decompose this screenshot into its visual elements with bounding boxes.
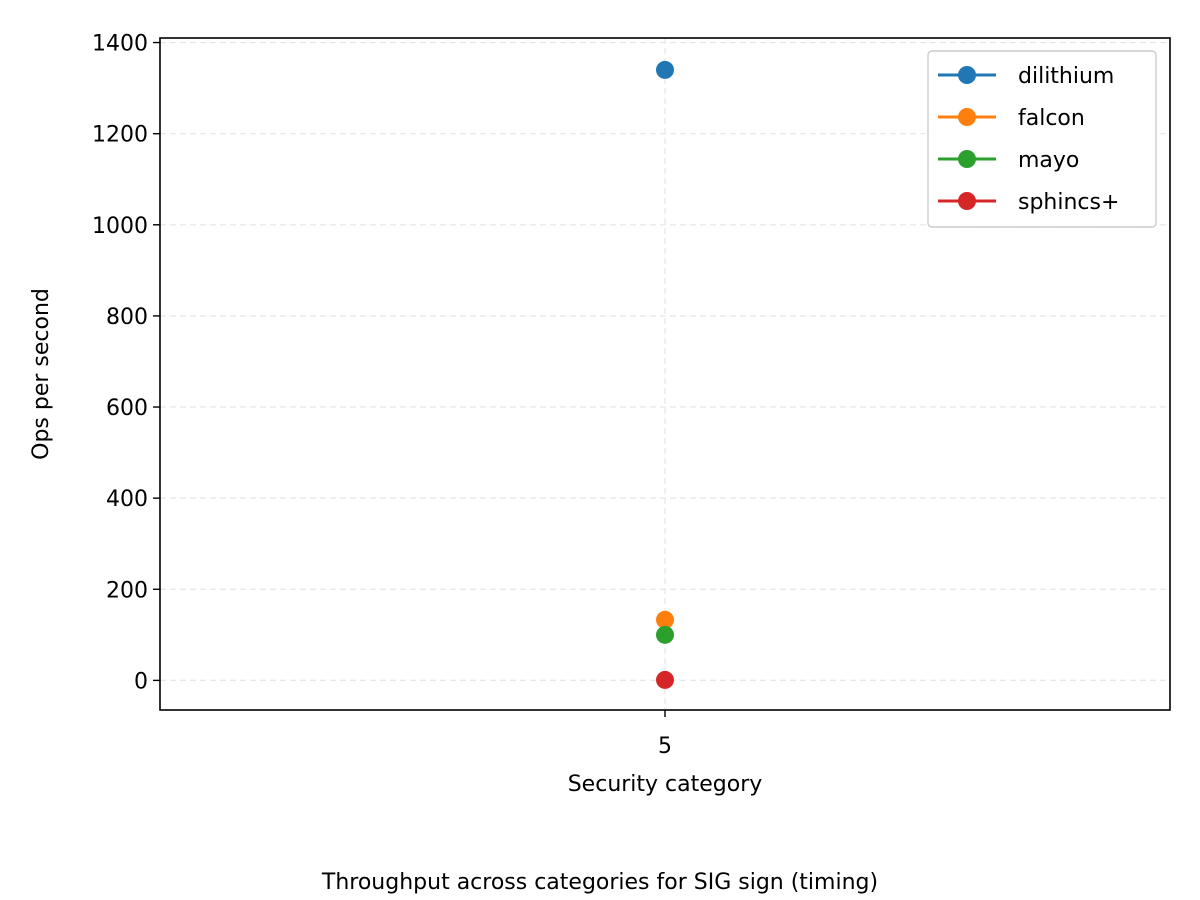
- legend-label-dilithium: dilithium: [1018, 64, 1114, 89]
- y-tick-label: 0: [134, 669, 148, 694]
- y-tick-label: 600: [106, 396, 148, 421]
- data-point-mayo: [656, 625, 674, 644]
- y-tick-label: 800: [106, 305, 148, 330]
- y-tick-label: 1200: [92, 123, 148, 148]
- data-point-falcon: [656, 610, 674, 629]
- legend: dilithium falcon mayo sphincs+: [927, 50, 1157, 228]
- axis-ticks: 0 200 400 600 800 1000 1200 1400 5: [92, 32, 672, 759]
- y-tick-label: 1000: [92, 214, 148, 239]
- data-points: [656, 60, 674, 689]
- data-point-sphincs-: [656, 670, 674, 689]
- legend-label-sphincs-: sphincs+: [1018, 190, 1119, 215]
- legend-label-mayo: mayo: [1018, 148, 1079, 173]
- legend-frame: [927, 50, 1157, 228]
- x-axis-label: Security category: [568, 772, 763, 797]
- legend-marker-dilithium: [958, 66, 976, 84]
- y-tick-label: 200: [106, 578, 148, 603]
- x-tick-label: 5: [658, 734, 672, 759]
- y-tick-label: 400: [106, 487, 148, 512]
- chart-caption: Throughput across categories for SIG sig…: [321, 870, 878, 895]
- data-point-dilithium: [656, 60, 674, 79]
- legend-label-falcon: falcon: [1018, 106, 1085, 131]
- legend-marker-falcon: [958, 108, 976, 126]
- legend-marker-mayo: [958, 150, 976, 168]
- legend-marker-sphincs-: [958, 192, 976, 210]
- y-axis-label: Ops per second: [29, 288, 54, 460]
- y-tick-label: 1400: [92, 32, 148, 57]
